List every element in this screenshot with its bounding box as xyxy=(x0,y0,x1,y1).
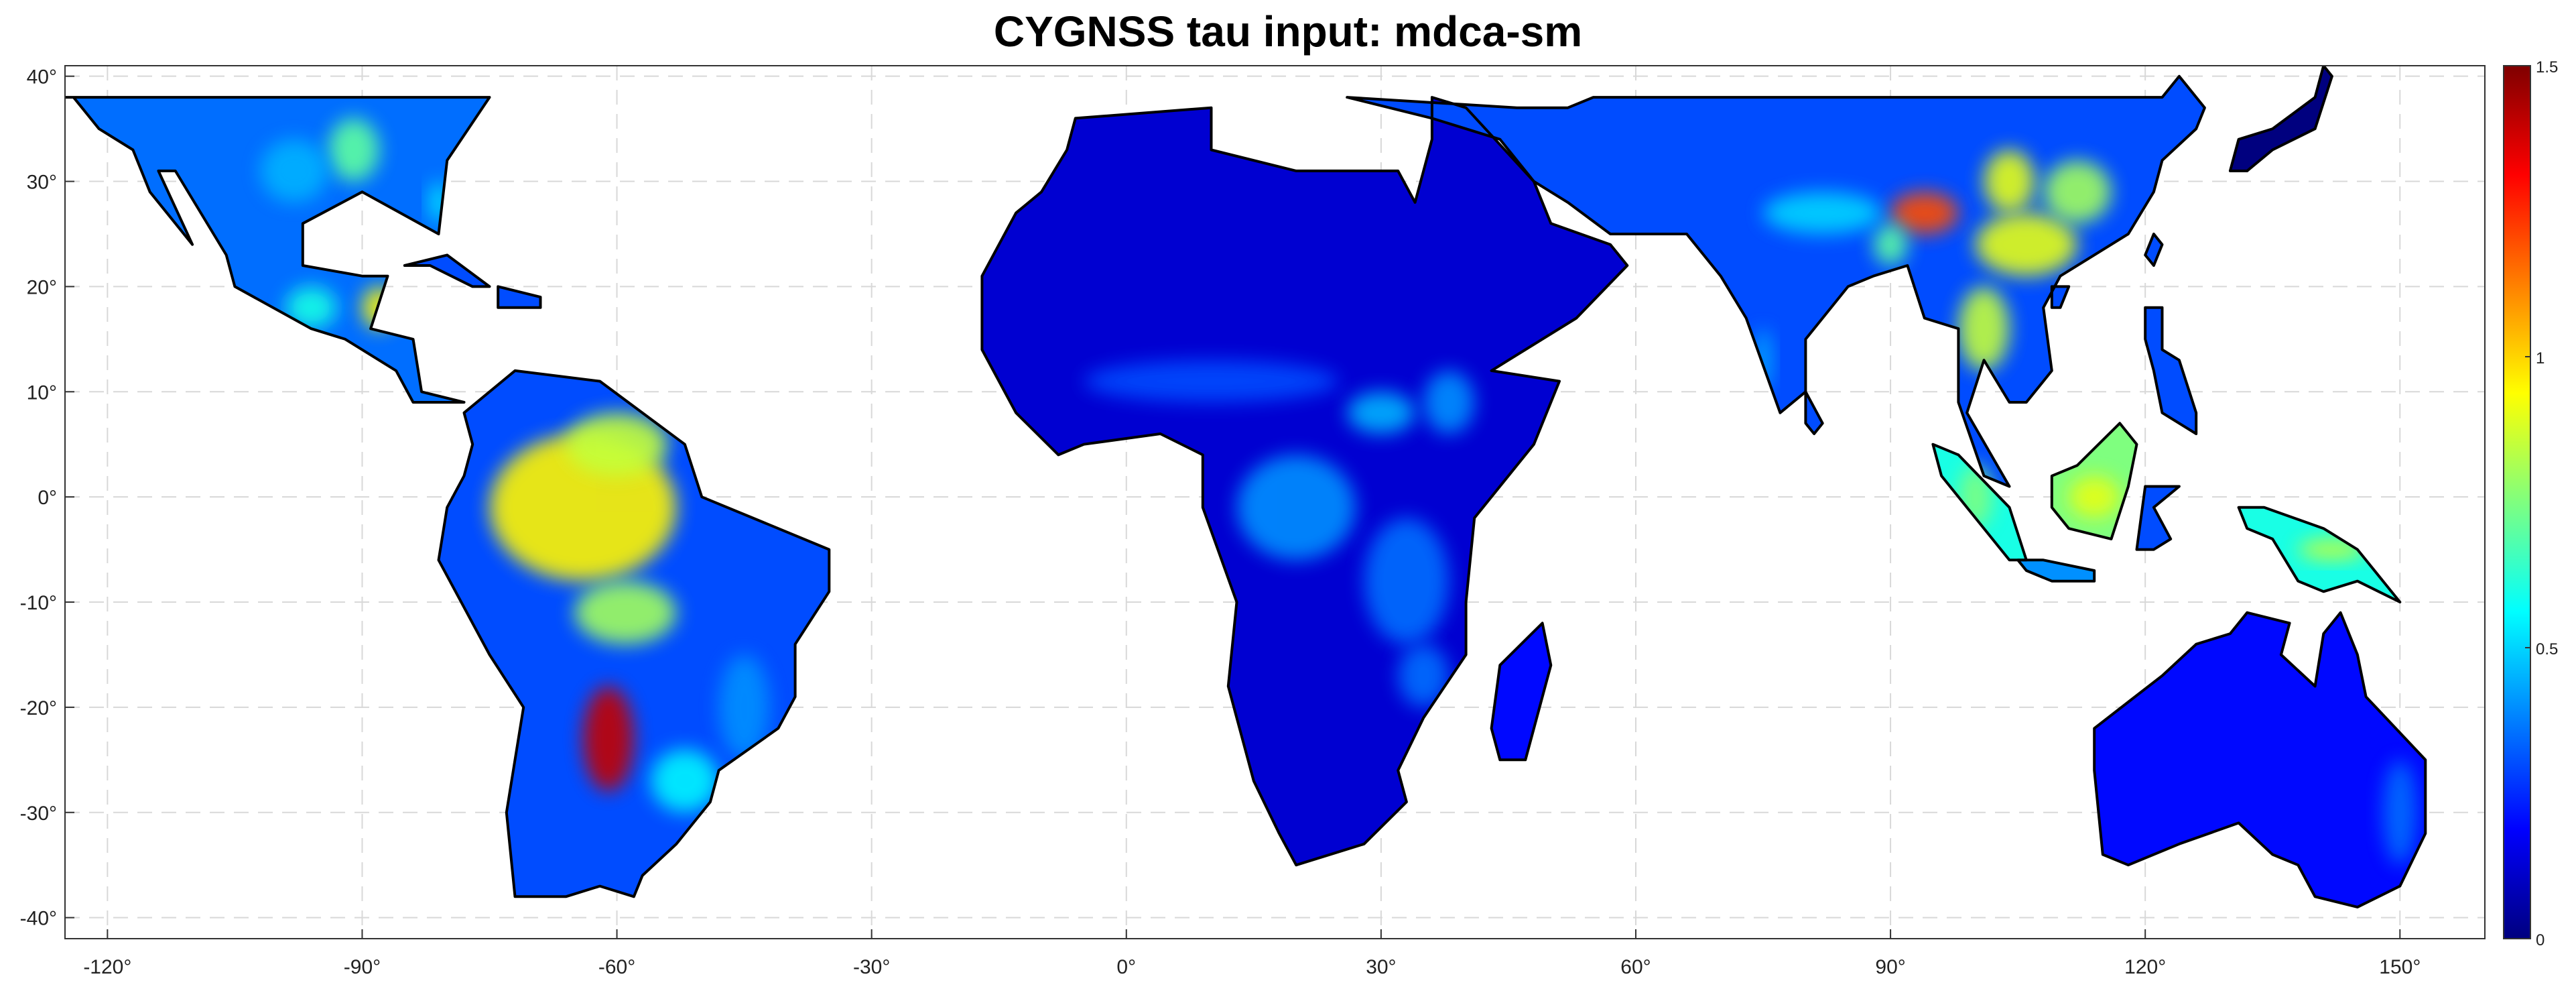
coastline xyxy=(437,369,831,898)
coastline-layer xyxy=(65,66,2427,908)
y-tick-label: 10° xyxy=(27,381,57,404)
hotspot xyxy=(1398,644,1450,707)
hotspot xyxy=(1975,213,2077,276)
coastline xyxy=(2144,233,2164,267)
x-tick-label: -90° xyxy=(344,956,381,978)
hotspot xyxy=(260,139,328,202)
coastline xyxy=(2016,559,2096,583)
y-tick-label: -30° xyxy=(20,803,57,825)
hotspot xyxy=(1364,518,1450,644)
hotspot xyxy=(1763,192,1882,234)
coastline xyxy=(980,96,1629,867)
y-tick-label: 40° xyxy=(27,66,57,89)
x-tick-label: -30° xyxy=(853,956,890,978)
map-title: CYGNSS tau input: mdca-sm xyxy=(993,7,1583,56)
hotspot-layer xyxy=(260,118,2417,866)
hotspot xyxy=(362,286,397,329)
coastline xyxy=(1346,74,2206,488)
land-region xyxy=(2145,307,2197,434)
land-region xyxy=(65,97,490,402)
hotspot xyxy=(2069,475,2120,518)
land-region xyxy=(2094,612,2426,907)
x-tick-label: 90° xyxy=(1875,956,1905,978)
coastline xyxy=(65,96,491,404)
coastline xyxy=(1490,622,1553,762)
colorbar-tick-label: 1 xyxy=(2536,349,2545,367)
hotspot xyxy=(1084,360,1339,402)
colorbar-tick-label: 1.5 xyxy=(2536,58,2558,76)
hotspot xyxy=(1873,223,1908,266)
y-tick-label: 0° xyxy=(38,487,57,509)
x-tick-label: 0° xyxy=(1116,956,1136,978)
hotspot xyxy=(1890,192,1959,234)
hotspot xyxy=(574,581,677,644)
coastline xyxy=(2135,485,2181,551)
hotspot xyxy=(285,286,337,329)
hotspot xyxy=(1984,150,2035,213)
land-region xyxy=(2230,66,2332,171)
x-tick-labels: -120° -90° -60° -30° 0° 30° 60° 90° 120° 150° xyxy=(83,929,2421,978)
y-tick-label: -40° xyxy=(20,908,57,930)
coastline xyxy=(2228,66,2333,172)
hotspot xyxy=(2043,160,2112,224)
hotspot xyxy=(328,118,379,182)
coastline xyxy=(2144,306,2198,435)
hotspot xyxy=(651,749,719,813)
coastline xyxy=(2093,611,2427,908)
x-tick-label: -120° xyxy=(83,956,131,978)
land-region xyxy=(498,286,541,308)
land-region xyxy=(1491,623,1551,760)
y-tick-labels: 40° 30° 20° 10° 0° -10° -20° -30° -40° xyxy=(20,66,74,930)
x-tick-label: 120° xyxy=(2124,956,2166,978)
hotspot xyxy=(566,412,668,476)
coastline xyxy=(497,285,542,309)
hotspot xyxy=(1423,370,1475,434)
land-region xyxy=(2018,560,2095,581)
hotspot xyxy=(2382,760,2417,866)
colorbar-tick-label: 0 xyxy=(2536,931,2545,949)
y-tick-label: -20° xyxy=(20,697,57,719)
coastline xyxy=(1804,390,1824,435)
colorbar-tick-label: 0.5 xyxy=(2536,640,2558,658)
y-tick-label: 20° xyxy=(27,276,57,298)
land-region xyxy=(2051,286,2069,308)
hotspot xyxy=(1347,392,1415,434)
map-frame xyxy=(64,65,2486,939)
hotspot xyxy=(582,686,634,792)
x-tick-label: -60° xyxy=(598,956,635,978)
y-tick-label: 30° xyxy=(27,172,57,194)
hotspot xyxy=(1236,455,1356,561)
x-tick-label: 150° xyxy=(2379,956,2421,978)
coastline xyxy=(2237,506,2402,603)
land-region xyxy=(404,255,490,287)
hotspot xyxy=(1958,286,2010,371)
hotspot-group xyxy=(260,118,2417,866)
x-tick-label: 30° xyxy=(1366,956,1396,978)
coastline xyxy=(403,253,491,288)
y-tick-label: -10° xyxy=(20,592,57,614)
x-tick-label: 60° xyxy=(1620,956,1651,978)
colorbar-gradient xyxy=(2503,65,2531,939)
hotspot xyxy=(718,654,770,760)
coastline xyxy=(2050,285,2071,309)
coastline xyxy=(2050,422,2138,540)
land-region xyxy=(2145,234,2163,266)
colorbar: 1.5 1 0.5 0 xyxy=(2503,58,2558,949)
